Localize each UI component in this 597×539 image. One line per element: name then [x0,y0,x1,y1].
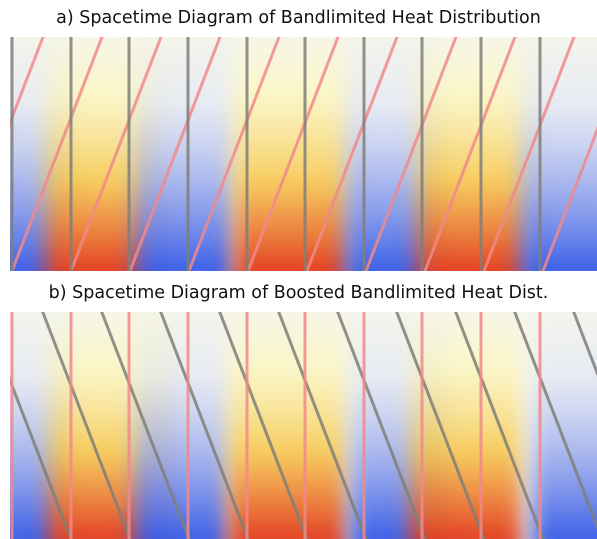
diagonal-worldline [10,37,45,127]
diagonal-worldline [128,37,222,271]
panel-b-svg [10,312,597,539]
panel-a-svg [10,37,597,271]
spacetime-lines [10,37,597,271]
diagonal-worldline [305,37,399,271]
diagonal-worldline [482,37,576,271]
cool-heat-band [134,312,230,539]
cool-heat-band [135,37,235,271]
cool-heat-band [520,37,597,271]
diagonal-worldline [423,37,517,271]
diagonal-worldline [541,126,597,271]
panel-b-heatmap [10,312,597,539]
diagonal-worldline [364,37,458,271]
diagonal-worldline [395,312,486,539]
diagonal-worldline [336,312,427,539]
warm-heat-band [417,37,533,271]
panel-a-title: a) Spacetime Diagram of Bandlimited Heat… [56,8,541,28]
diagonal-worldline [277,312,368,539]
diagonal-worldline [246,37,340,271]
warm-heat-band [410,312,522,539]
diagonal-worldline [10,37,104,271]
diagonal-worldline [513,312,597,531]
diagonal-worldline [454,312,545,539]
spacetime-lines [10,312,597,539]
panel-b-title: b) Spacetime Diagram of Boosted Bandlimi… [48,283,549,303]
diagonal-worldline [187,37,281,271]
diagonal-worldline [69,37,163,271]
panel-a-heatmap [10,37,597,271]
